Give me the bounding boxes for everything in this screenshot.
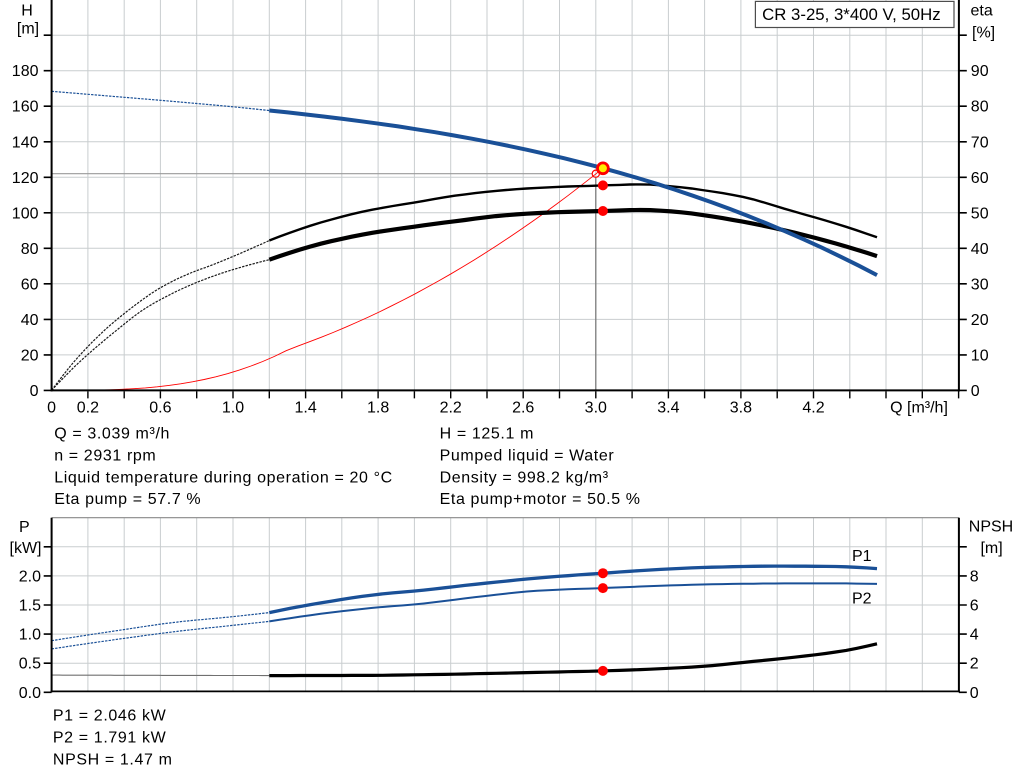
svg-text:P1 = 2.046 kW: P1 = 2.046 kW: [53, 708, 167, 725]
svg-text:2.0: 2.0: [19, 568, 41, 585]
svg-text:P2: P2: [852, 591, 872, 608]
svg-text:1.5: 1.5: [19, 598, 41, 615]
svg-text:2: 2: [970, 656, 979, 673]
svg-text:H: H: [21, 3, 33, 20]
svg-text:1.4: 1.4: [294, 400, 316, 417]
svg-text:30: 30: [971, 276, 989, 293]
svg-text:Q [m³/h]: Q [m³/h]: [890, 400, 948, 417]
svg-text:H = 125.1 m: H = 125.1 m: [440, 426, 534, 443]
svg-text:Eta pump+motor = 50.5 %: Eta pump+motor = 50.5 %: [440, 491, 641, 508]
svg-text:0: 0: [971, 383, 980, 400]
svg-text:P2 = 1.791 kW: P2 = 1.791 kW: [53, 730, 167, 747]
svg-text:eta: eta: [971, 3, 993, 20]
svg-text:4.2: 4.2: [802, 400, 824, 417]
svg-text:70: 70: [971, 134, 989, 151]
svg-text:Q = 3.039 m³/h: Q = 3.039 m³/h: [54, 426, 170, 443]
svg-text:0.0: 0.0: [19, 685, 41, 702]
svg-text:6: 6: [970, 598, 979, 615]
svg-text:P: P: [19, 519, 30, 536]
svg-text:10: 10: [971, 347, 989, 364]
svg-text:0: 0: [30, 383, 39, 400]
svg-text:Density = 998.2 kg/m³: Density = 998.2 kg/m³: [440, 469, 609, 486]
svg-text:0.6: 0.6: [149, 400, 171, 417]
svg-text:140: 140: [12, 134, 39, 151]
svg-text:4: 4: [970, 627, 979, 644]
svg-text:60: 60: [21, 276, 39, 293]
svg-text:n = 2931 rpm: n = 2931 rpm: [54, 448, 156, 465]
svg-text:Pumped liquid = Water: Pumped liquid = Water: [440, 448, 615, 465]
svg-text:[%]: [%]: [972, 25, 995, 42]
svg-text:90: 90: [971, 63, 989, 80]
svg-text:1.0: 1.0: [222, 400, 244, 417]
svg-text:8: 8: [970, 568, 979, 585]
svg-text:3.0: 3.0: [585, 400, 607, 417]
svg-text:80: 80: [971, 99, 989, 116]
svg-text:3.4: 3.4: [657, 400, 679, 417]
svg-text:NPSH = 1.47 m: NPSH = 1.47 m: [53, 752, 173, 769]
svg-text:50: 50: [971, 205, 989, 222]
svg-text:80: 80: [21, 241, 39, 258]
svg-text:[m]: [m]: [980, 540, 1002, 557]
svg-text:0: 0: [47, 400, 56, 417]
svg-text:100: 100: [12, 205, 39, 222]
svg-text:1.0: 1.0: [19, 627, 41, 644]
svg-text:0.5: 0.5: [19, 656, 41, 673]
svg-text:40: 40: [971, 241, 989, 258]
svg-text:160: 160: [12, 99, 39, 116]
svg-text:NPSH: NPSH: [969, 519, 1013, 536]
svg-text:20: 20: [21, 347, 39, 364]
svg-text:1.8: 1.8: [367, 400, 389, 417]
svg-text:20: 20: [971, 312, 989, 329]
svg-text:CR 3-25, 3*400 V, 50Hz: CR 3-25, 3*400 V, 50Hz: [762, 5, 941, 24]
svg-text:0.2: 0.2: [77, 400, 99, 417]
svg-text:Liquid temperature during oper: Liquid temperature during operation = 20…: [54, 469, 393, 486]
svg-text:[m]: [m]: [17, 21, 39, 38]
svg-text:[kW]: [kW]: [10, 540, 42, 557]
svg-text:60: 60: [971, 170, 989, 187]
svg-text:2.2: 2.2: [440, 400, 462, 417]
svg-text:Eta pump = 57.7 %: Eta pump = 57.7 %: [54, 491, 201, 508]
svg-text:40: 40: [21, 312, 39, 329]
svg-text:120: 120: [12, 170, 39, 187]
svg-text:3.8: 3.8: [730, 400, 752, 417]
svg-text:180: 180: [12, 63, 39, 80]
svg-text:0: 0: [970, 685, 979, 702]
svg-text:2.6: 2.6: [512, 400, 534, 417]
svg-text:P1: P1: [852, 548, 872, 565]
